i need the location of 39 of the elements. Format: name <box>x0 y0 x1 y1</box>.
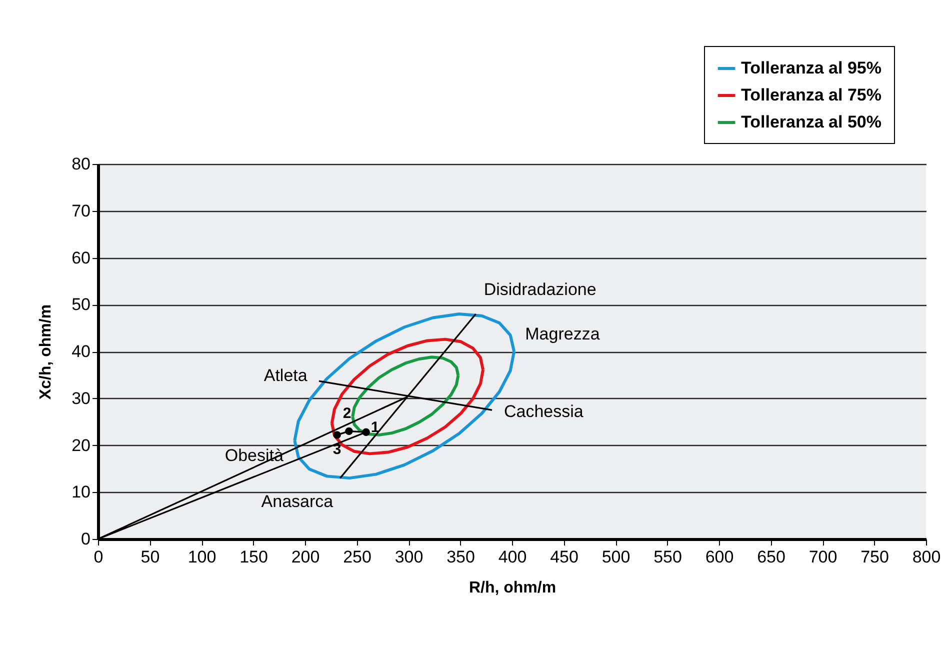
y-tick-label: 10 <box>72 482 90 502</box>
y-tick-label: 70 <box>72 201 90 220</box>
y-tick-label: 20 <box>72 436 90 455</box>
y-axis-title: Xc/h, ohm/m <box>38 304 55 400</box>
annotation: 1 <box>370 419 380 436</box>
annotation: 2 <box>342 405 352 422</box>
x-tick-label: 600 <box>705 548 734 566</box>
annotation: Magrezza <box>525 324 600 344</box>
legend-label: Tolleranza al 50% <box>741 112 882 132</box>
y-tick-label: 0 <box>81 530 90 548</box>
annotation: Cachessia <box>504 402 584 421</box>
x-tick-label: 400 <box>498 548 527 566</box>
x-tick-label: 200 <box>291 548 320 566</box>
y-tick-label: 60 <box>72 248 90 268</box>
annotation: Atleta <box>264 366 308 386</box>
y-tick-label: 50 <box>72 295 90 314</box>
x-tick-label: 250 <box>343 548 372 566</box>
x-tick-label: 450 <box>550 548 578 566</box>
x-tick-label: 150 <box>240 548 268 566</box>
y-tick-label: 30 <box>72 388 90 408</box>
legend-label: Tolleranza al 75% <box>741 86 882 104</box>
x-tick-label: 350 <box>446 548 475 566</box>
x-tick-label: 500 <box>602 548 630 566</box>
x-tick-label: 50 <box>140 548 160 566</box>
y-tick-label: 40 <box>72 342 90 361</box>
x-tick-label: 800 <box>912 548 941 566</box>
x-tick-label: 0 <box>94 548 104 566</box>
annotation: Anasarca <box>261 492 334 512</box>
x-tick-label: 550 <box>654 548 682 566</box>
x-tick-label: 700 <box>808 548 838 566</box>
y-tick-label: 80 <box>72 154 90 174</box>
x-axis-title: R/h, ohm/m <box>468 580 556 596</box>
legend-label: Tolleranza al 95% <box>741 58 882 78</box>
x-tick-label: 300 <box>394 548 424 566</box>
x-tick-label: 650 <box>757 548 786 566</box>
annotation: Disidradazione <box>484 280 596 300</box>
x-tick-label: 750 <box>860 548 889 566</box>
x-tick-label: 100 <box>188 548 216 566</box>
annotation: Obesità <box>224 446 284 465</box>
